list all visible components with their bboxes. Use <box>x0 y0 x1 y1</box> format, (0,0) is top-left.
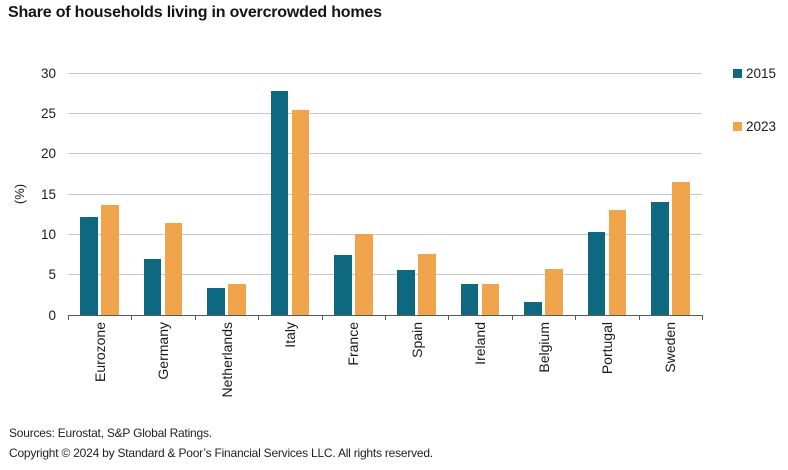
legend-swatch-2015 <box>733 69 742 78</box>
y-tick-label-30: 30 <box>40 65 56 81</box>
bar-2015-belgium <box>524 302 542 315</box>
bar-2015-spain <box>397 269 415 315</box>
footer-sources: Sources: Eurostat, S&P Global Ratings. <box>9 426 212 440</box>
y-tick-label-5: 5 <box>48 267 56 283</box>
x-category-label-sweden: Sweden <box>662 322 679 373</box>
bar-2015-ireland <box>460 283 479 315</box>
gridline-30 <box>68 72 702 74</box>
legend-swatch-2023 <box>733 122 742 131</box>
x-axis-tick-2 <box>194 315 196 320</box>
chart-title: Share of households living in overcrowde… <box>8 4 382 21</box>
x-category-label-italy: Italy <box>281 322 298 348</box>
bar-2015-netherlands <box>207 288 225 315</box>
gridline-20 <box>68 153 702 155</box>
bar-2023-ireland <box>481 283 500 315</box>
legend-item-2023: 2023 <box>733 119 776 134</box>
x-axis-tick-10 <box>702 315 703 320</box>
bar-2023-germany <box>164 223 183 315</box>
x-axis-tick-0 <box>68 315 69 320</box>
legend-item-2015: 2015 <box>733 66 776 81</box>
x-category-label-spain: Spain <box>408 322 425 358</box>
footer-copyright: Copyright © 2024 by Standard & Poor’s Fi… <box>9 446 433 460</box>
gridline-25 <box>68 112 702 114</box>
gridline-10 <box>68 233 702 235</box>
bar-2015-france <box>334 255 352 315</box>
x-category-label-ireland: Ireland <box>472 322 489 365</box>
x-category-label-portugal: Portugal <box>598 322 615 375</box>
x-axis-tick-4 <box>321 315 323 320</box>
x-axis-tick-1 <box>131 315 133 320</box>
x-axis-tick-5 <box>385 315 386 320</box>
bar-2023-netherlands <box>228 284 246 315</box>
x-axis-tick-8 <box>575 315 577 320</box>
x-category-label-belgium: Belgium <box>535 322 552 373</box>
bar-2015-italy <box>270 90 289 315</box>
x-category-label-netherlands: Netherlands <box>218 322 235 398</box>
gridline-5 <box>68 274 702 276</box>
x-category-label-germany: Germany <box>155 322 172 380</box>
bar-2023-spain <box>418 253 436 315</box>
bar-2023-france <box>355 234 373 315</box>
y-tick-label-10: 10 <box>40 226 56 242</box>
bar-2015-sweden <box>651 202 669 315</box>
x-axis-tick-9 <box>638 315 640 320</box>
bar-2023-sweden <box>672 181 690 315</box>
y-tick-label-0: 0 <box>48 307 56 323</box>
bar-2023-portugal <box>608 210 627 315</box>
x-axis-tick-7 <box>511 315 513 320</box>
bar-2015-portugal <box>587 231 606 315</box>
bar-2023-italy <box>291 110 310 315</box>
bar-2023-eurozone <box>101 205 119 315</box>
gridline-15 <box>68 193 702 195</box>
x-axis-tick-6 <box>448 315 450 320</box>
x-category-label-eurozone: Eurozone <box>91 322 108 382</box>
y-tick-label-25: 25 <box>40 105 56 121</box>
x-category-label-france: France <box>345 322 362 366</box>
x-axis-tick-3 <box>258 315 260 320</box>
bar-2015-germany <box>143 258 162 315</box>
y-tick-label-15: 15 <box>40 186 56 202</box>
bar-2023-belgium <box>545 269 563 315</box>
legend-label-2015: 2015 <box>746 66 777 81</box>
legend-label-2023: 2023 <box>746 119 777 134</box>
bar-2015-eurozone <box>80 217 98 315</box>
y-tick-label-20: 20 <box>40 146 56 162</box>
